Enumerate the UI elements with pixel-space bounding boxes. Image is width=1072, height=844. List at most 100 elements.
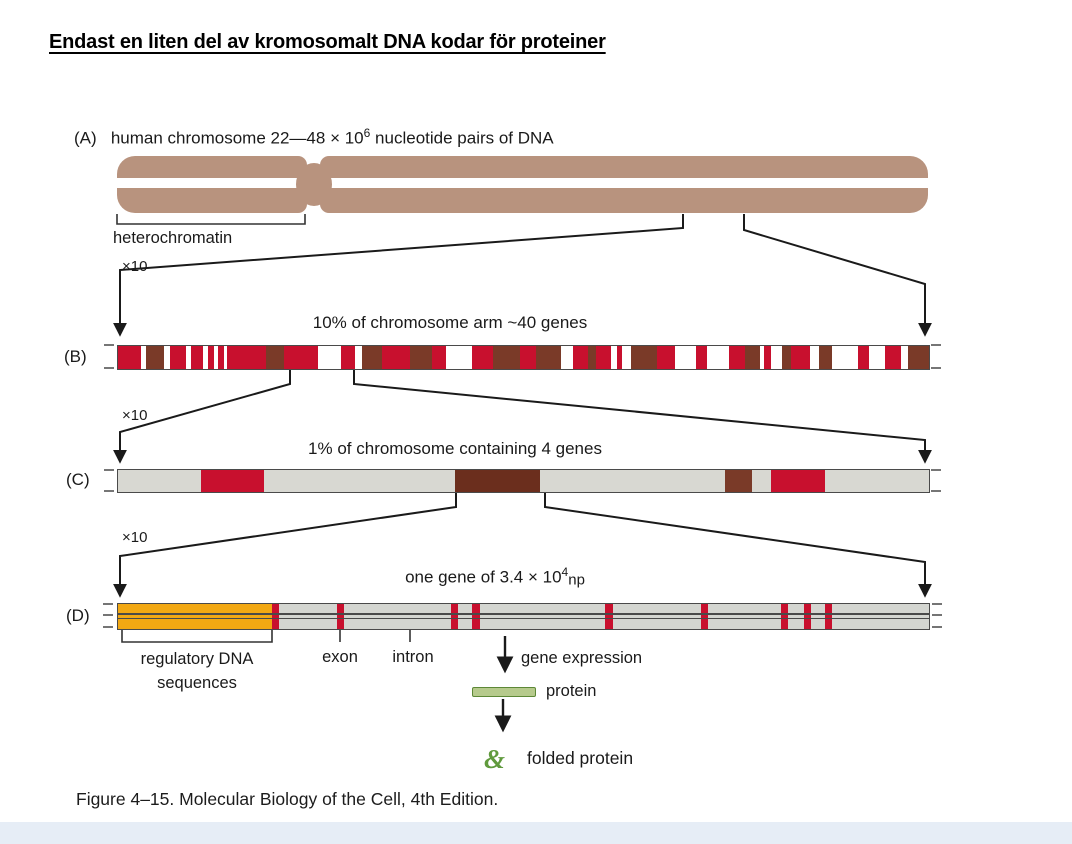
- zoom-line-b-c-left: [113, 370, 291, 464]
- exon-stripe: [780, 604, 788, 629]
- red-band: [595, 346, 611, 369]
- gray-band: [752, 470, 771, 492]
- brown-band: [744, 346, 761, 369]
- red-band: [572, 346, 589, 369]
- white-band: [706, 346, 730, 369]
- white-band: [223, 346, 228, 369]
- dna-strand-line: [118, 617, 929, 620]
- centromere: [296, 163, 332, 206]
- dna-strand-line: [118, 613, 929, 615]
- protein-label: protein: [546, 682, 597, 700]
- section-b-label: (B): [64, 347, 87, 366]
- white-band: [186, 346, 191, 369]
- brown-band: [588, 346, 596, 369]
- chromatid-slit: [117, 178, 307, 188]
- zoom-line-a-b-right: [743, 214, 932, 337]
- exon-stripe: [605, 604, 613, 629]
- zoom-line-a-b-left: [113, 214, 684, 337]
- bottom-strip: [0, 822, 1072, 844]
- red-band: [617, 346, 622, 369]
- scale-x10-label-b: ×10: [122, 258, 148, 275]
- regulatory-bracket: [121, 630, 273, 643]
- gray-band: [539, 470, 726, 492]
- bar-d-continuation-dashes: [103, 603, 942, 628]
- exon-stripe: [450, 604, 458, 629]
- regulatory-dna-block: [118, 604, 273, 629]
- scale-x10-label-c: ×10: [122, 407, 148, 424]
- section-d-heading: one gene of 3.4 × 104np: [405, 565, 585, 589]
- white-band: [868, 346, 886, 369]
- red-band: [471, 346, 493, 369]
- red-band: [190, 346, 203, 369]
- brown-band: [265, 346, 284, 369]
- white-band: [771, 346, 783, 369]
- red-band: [283, 346, 319, 369]
- regulatory-label-line1: regulatory DNA: [140, 650, 254, 668]
- brown-band: [146, 346, 165, 369]
- brown-band: [725, 470, 753, 492]
- protein-bar: [472, 687, 536, 697]
- white-band: [164, 346, 170, 369]
- red-band: [519, 346, 537, 369]
- red-band: [770, 470, 826, 492]
- red-band: [791, 346, 810, 369]
- regulatory-label-line2: sequences: [157, 674, 237, 692]
- brown-band: [409, 346, 433, 369]
- red-band: [341, 346, 355, 369]
- section-c-label: (C): [66, 470, 90, 489]
- exon-stripe: [272, 604, 280, 629]
- red-band: [208, 346, 214, 369]
- white-band: [140, 346, 147, 369]
- white-band: [318, 346, 342, 369]
- bar-b-continuation-dashes: [104, 344, 941, 369]
- red-band: [382, 346, 410, 369]
- zoom-line-c-d-left: [113, 493, 457, 598]
- chromosome-right-arm: [320, 156, 928, 213]
- brown-band: [818, 346, 833, 369]
- bar-c-continuation-dashes: [104, 469, 941, 492]
- chromatid-slit: [320, 178, 928, 188]
- white-band: [832, 346, 858, 369]
- white-band: [354, 346, 363, 369]
- brown-band: [536, 346, 561, 369]
- section-d-label: (D): [66, 606, 90, 625]
- exon-stripe: [804, 604, 812, 629]
- heterochromatin-bracket: [116, 214, 306, 225]
- gray-band: [118, 470, 201, 492]
- figure-caption: Figure 4–15. Molecular Biology of the Ce…: [76, 789, 499, 809]
- white-band: [674, 346, 696, 369]
- red-band: [432, 346, 447, 369]
- white-band: [621, 346, 632, 369]
- folded-protein-icon: &: [484, 744, 506, 774]
- exon-stripe: [472, 604, 480, 629]
- exon-label: exon: [322, 648, 358, 666]
- white-band: [809, 346, 819, 369]
- slide-title: Endast en liten del av kromosomalt DNA k…: [49, 31, 606, 53]
- folded-protein-label: folded protein: [527, 748, 634, 768]
- zoom-line-c-d-right: [544, 493, 932, 598]
- chromosome-left-arm: [117, 156, 307, 213]
- brown-band: [362, 346, 383, 369]
- red-band: [695, 346, 707, 369]
- red-band: [200, 470, 264, 492]
- section-c-heading: 1% of chromosome containing 4 genes: [308, 439, 602, 458]
- red-band: [885, 346, 901, 369]
- white-band: [760, 346, 765, 369]
- exon-stripe: [336, 604, 345, 629]
- gene-expression-label: gene expression: [521, 649, 643, 667]
- white-band: [611, 346, 618, 369]
- gray-band: [825, 470, 930, 492]
- heterochromatin-label: heterochromatin: [113, 229, 233, 247]
- chromosome-segment-bar: [117, 469, 930, 493]
- red-band: [857, 346, 869, 369]
- scale-x10-label-d: ×10: [122, 529, 148, 546]
- red-band: [764, 346, 772, 369]
- red-band: [729, 346, 745, 369]
- gray-band: [263, 470, 456, 492]
- section-a-label: (A): [74, 128, 97, 148]
- zoom-line-b-c-right: [353, 370, 932, 464]
- gene-structure-bar: [117, 603, 930, 630]
- section-a-heading: (A) human chromosome 22—48 × 106 nucleot…: [74, 126, 554, 148]
- white-band: [213, 346, 219, 369]
